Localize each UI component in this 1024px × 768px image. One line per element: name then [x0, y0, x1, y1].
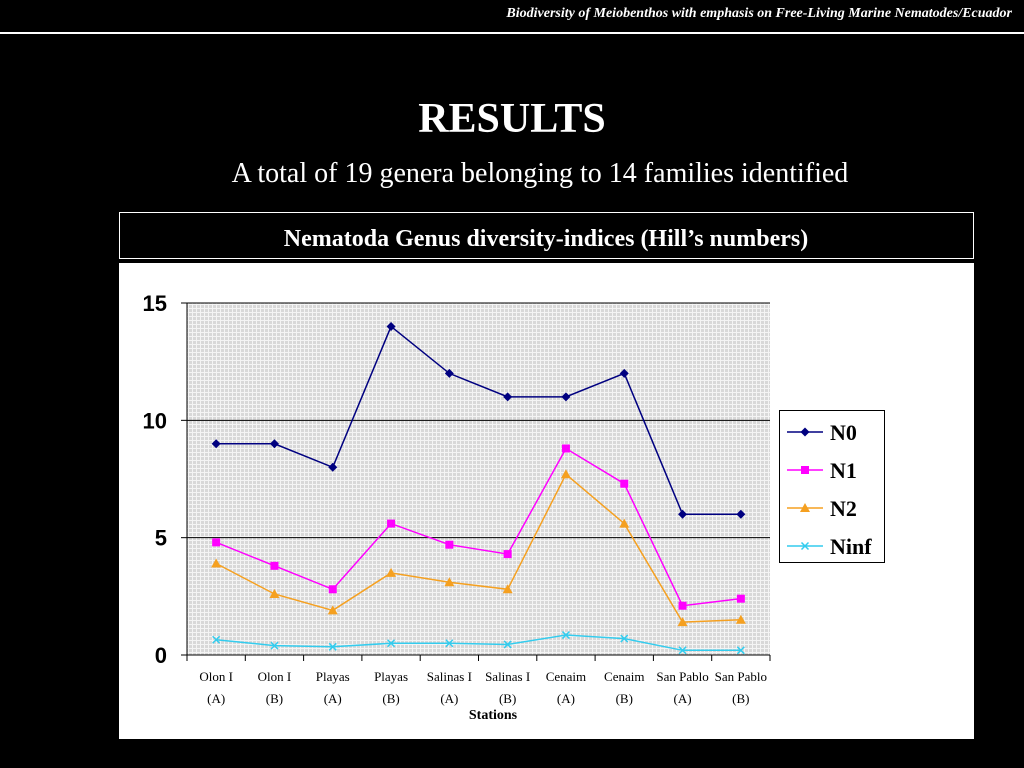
marker: [678, 646, 687, 655]
marker: [387, 639, 396, 648]
marker: [211, 558, 222, 568]
x-tick-label: Playas (B): [374, 669, 409, 706]
marker: [503, 392, 513, 402]
marker: [735, 614, 746, 624]
header: Biodiversity of Meiobenthos with emphasi…: [505, 6, 1012, 21]
y-tick-label: 15: [143, 291, 167, 316]
marker: [211, 439, 221, 449]
marker: [619, 368, 629, 378]
marker: [800, 541, 810, 551]
marker: [212, 538, 221, 547]
legend-label: N1: [830, 458, 857, 483]
marker: [270, 641, 279, 650]
marker: [800, 503, 810, 512]
legend-label: N2: [830, 496, 857, 521]
subtitle: A total of 19 genera belonging to 14 fam…: [232, 158, 849, 189]
marker: [620, 634, 629, 643]
marker: [327, 605, 338, 615]
x-tick-label: Olon I (A): [199, 669, 233, 706]
x-tick-label: Cenaim (B): [604, 669, 645, 706]
legend-label: N0: [830, 420, 857, 445]
marker: [678, 509, 688, 519]
marker: [328, 642, 337, 651]
chart-title: Nematoda Genus diversity-indices (Hill’s…: [284, 226, 808, 252]
marker: [561, 631, 570, 640]
marker: [801, 466, 809, 474]
marker: [269, 588, 280, 598]
legend-label: Ninf: [830, 534, 872, 559]
legend: [779, 410, 885, 563]
marker: [677, 617, 688, 627]
marker: [445, 639, 454, 648]
marker: [386, 567, 397, 577]
marker: [328, 585, 337, 594]
chart-title-box: [119, 212, 974, 259]
series-line: [216, 325, 741, 515]
marker: [561, 444, 570, 453]
marker: [212, 635, 221, 644]
x-tick-label: Cenaim (A): [545, 669, 587, 706]
marker: [270, 561, 279, 570]
x-tick-label: Olon I (B): [257, 669, 292, 706]
x-tick-label: San Pablo (A): [656, 669, 709, 706]
marker: [736, 646, 745, 655]
series-line: [216, 634, 741, 652]
marker: [444, 577, 455, 587]
marker: [678, 601, 687, 610]
y-tick-label: 5: [155, 526, 167, 551]
marker: [444, 368, 454, 378]
x-axis-title: Stations: [469, 708, 518, 723]
series-line: [215, 473, 741, 623]
marker: [619, 518, 630, 528]
y-tick-label: 10: [143, 408, 167, 433]
marker: [620, 479, 629, 488]
x-tick-label: Playas (A): [315, 669, 350, 706]
x-tick-label: San Pablo (B): [714, 669, 768, 706]
marker: [561, 392, 571, 402]
marker: [560, 469, 571, 479]
x-tick-label: Salinas I (A): [426, 669, 472, 706]
title: RESULTS: [418, 96, 606, 142]
marker: [503, 640, 512, 649]
marker: [445, 540, 454, 549]
marker: [387, 519, 396, 528]
y-tick-label: 0: [155, 643, 167, 668]
marker: [269, 439, 279, 449]
marker: [502, 584, 513, 594]
marker: [800, 427, 810, 437]
series-line: [215, 447, 741, 607]
marker: [386, 321, 396, 331]
marker: [736, 509, 746, 519]
marker: [736, 594, 745, 603]
marker: [503, 550, 512, 559]
x-tick-label: Salinas I (B): [485, 669, 531, 706]
marker: [328, 462, 338, 472]
